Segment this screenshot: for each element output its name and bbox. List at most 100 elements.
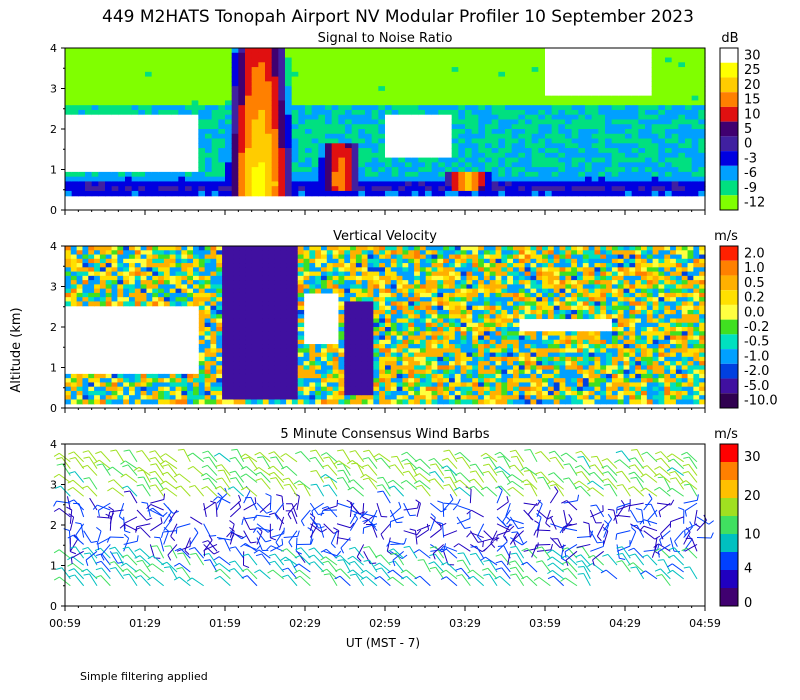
velocity-cell	[158, 263, 165, 268]
snr-cell	[111, 95, 119, 102]
snr-cell	[351, 67, 359, 73]
velocity-cell	[233, 297, 241, 303]
velocity-cell	[338, 339, 345, 345]
velocity-cell	[262, 382, 270, 388]
snr-cell	[78, 176, 86, 183]
snr-cell	[645, 86, 653, 92]
snr-cell	[578, 86, 586, 92]
velocity-cell	[204, 348, 212, 354]
velocity-cell	[280, 246, 287, 251]
snr-cell	[645, 95, 653, 102]
velocity-cell	[134, 254, 142, 260]
velocity-cell	[338, 348, 345, 354]
snr-cell	[385, 81, 393, 87]
snr-cell	[645, 52, 653, 59]
snr-cell	[138, 52, 146, 59]
velocity-cell	[111, 267, 118, 273]
snr-cell	[651, 67, 659, 73]
snr-cell	[118, 90, 126, 97]
velocity-cell	[367, 352, 374, 358]
snr-cell	[325, 162, 333, 168]
snr-cell	[571, 109, 579, 116]
snr-cell	[685, 190, 693, 197]
snr-cell	[231, 57, 239, 63]
snr-cell	[411, 95, 419, 102]
snr-cell	[438, 48, 446, 54]
velocity-cell	[233, 390, 241, 396]
velocity-cell	[65, 301, 72, 307]
velocity-cell	[373, 297, 380, 303]
snr-cell	[458, 186, 466, 192]
snr-cell	[665, 190, 673, 197]
snr-cell	[285, 171, 293, 178]
snr-cell	[611, 190, 619, 197]
snr-cell	[118, 171, 126, 178]
snr-cell	[391, 81, 399, 87]
snr-cell	[571, 95, 579, 102]
snr-cell	[651, 186, 659, 192]
velocity-cell	[291, 322, 299, 328]
snr-cell	[558, 90, 566, 97]
velocity-cell	[280, 352, 287, 358]
snr-cell	[85, 62, 93, 68]
velocity-cell	[286, 271, 293, 277]
snr-cell	[258, 119, 266, 125]
snr-cell	[325, 67, 333, 73]
snr-cell	[485, 57, 493, 63]
velocity-cell	[222, 263, 229, 268]
velocity-cell	[402, 246, 409, 251]
velocity-cell	[373, 386, 380, 392]
snr-cell	[478, 76, 486, 82]
snr-cell	[178, 138, 186, 144]
velocity-cell	[82, 284, 89, 290]
snr-cell	[298, 95, 306, 102]
snr-cell	[285, 105, 293, 111]
snr-cell	[218, 171, 226, 178]
snr-cell	[645, 176, 653, 183]
velocity-cell	[82, 292, 89, 298]
velocity-cell	[344, 318, 351, 324]
velocity-cell	[373, 395, 380, 401]
snr-cell	[345, 171, 353, 178]
snr-cell	[531, 100, 539, 106]
velocity-cell	[414, 288, 421, 294]
velocity-cell	[94, 386, 101, 392]
snr-cell	[138, 148, 146, 154]
velocity-cell	[210, 280, 217, 285]
snr-cell	[238, 171, 246, 178]
snr-cell	[458, 129, 466, 135]
velocity-cell	[373, 369, 380, 375]
snr-cell	[171, 86, 179, 92]
velocity-cell	[245, 382, 252, 388]
velocity-cell	[280, 369, 287, 375]
snr-cell	[438, 114, 446, 121]
velocity-cell	[181, 382, 188, 388]
snr-cell	[111, 148, 119, 154]
snr-cell	[305, 124, 313, 130]
snr-cell	[391, 71, 399, 78]
velocity-cell	[425, 382, 433, 388]
velocity-cell	[268, 263, 276, 268]
snr-cell	[191, 71, 199, 78]
snr-cell	[251, 81, 259, 87]
snr-cell	[438, 57, 446, 63]
snr-cell	[618, 157, 626, 163]
snr-cell	[645, 152, 653, 159]
velocity-cell	[355, 322, 363, 328]
snr-cell	[391, 76, 399, 82]
velocity-cell	[146, 250, 153, 256]
snr-cell	[125, 152, 133, 159]
snr-cell	[425, 90, 433, 97]
snr-cell	[398, 76, 406, 82]
velocity-cell	[344, 356, 351, 362]
velocity-cell	[419, 267, 427, 273]
snr-cell	[511, 62, 519, 68]
snr-cell	[291, 129, 299, 135]
velocity-cell	[402, 356, 409, 362]
snr-cell	[218, 71, 226, 78]
snr-cell	[451, 81, 459, 87]
velocity-cell	[303, 361, 310, 366]
velocity-cell	[268, 348, 276, 354]
snr-cell	[685, 171, 693, 178]
snr-cell	[458, 67, 466, 73]
